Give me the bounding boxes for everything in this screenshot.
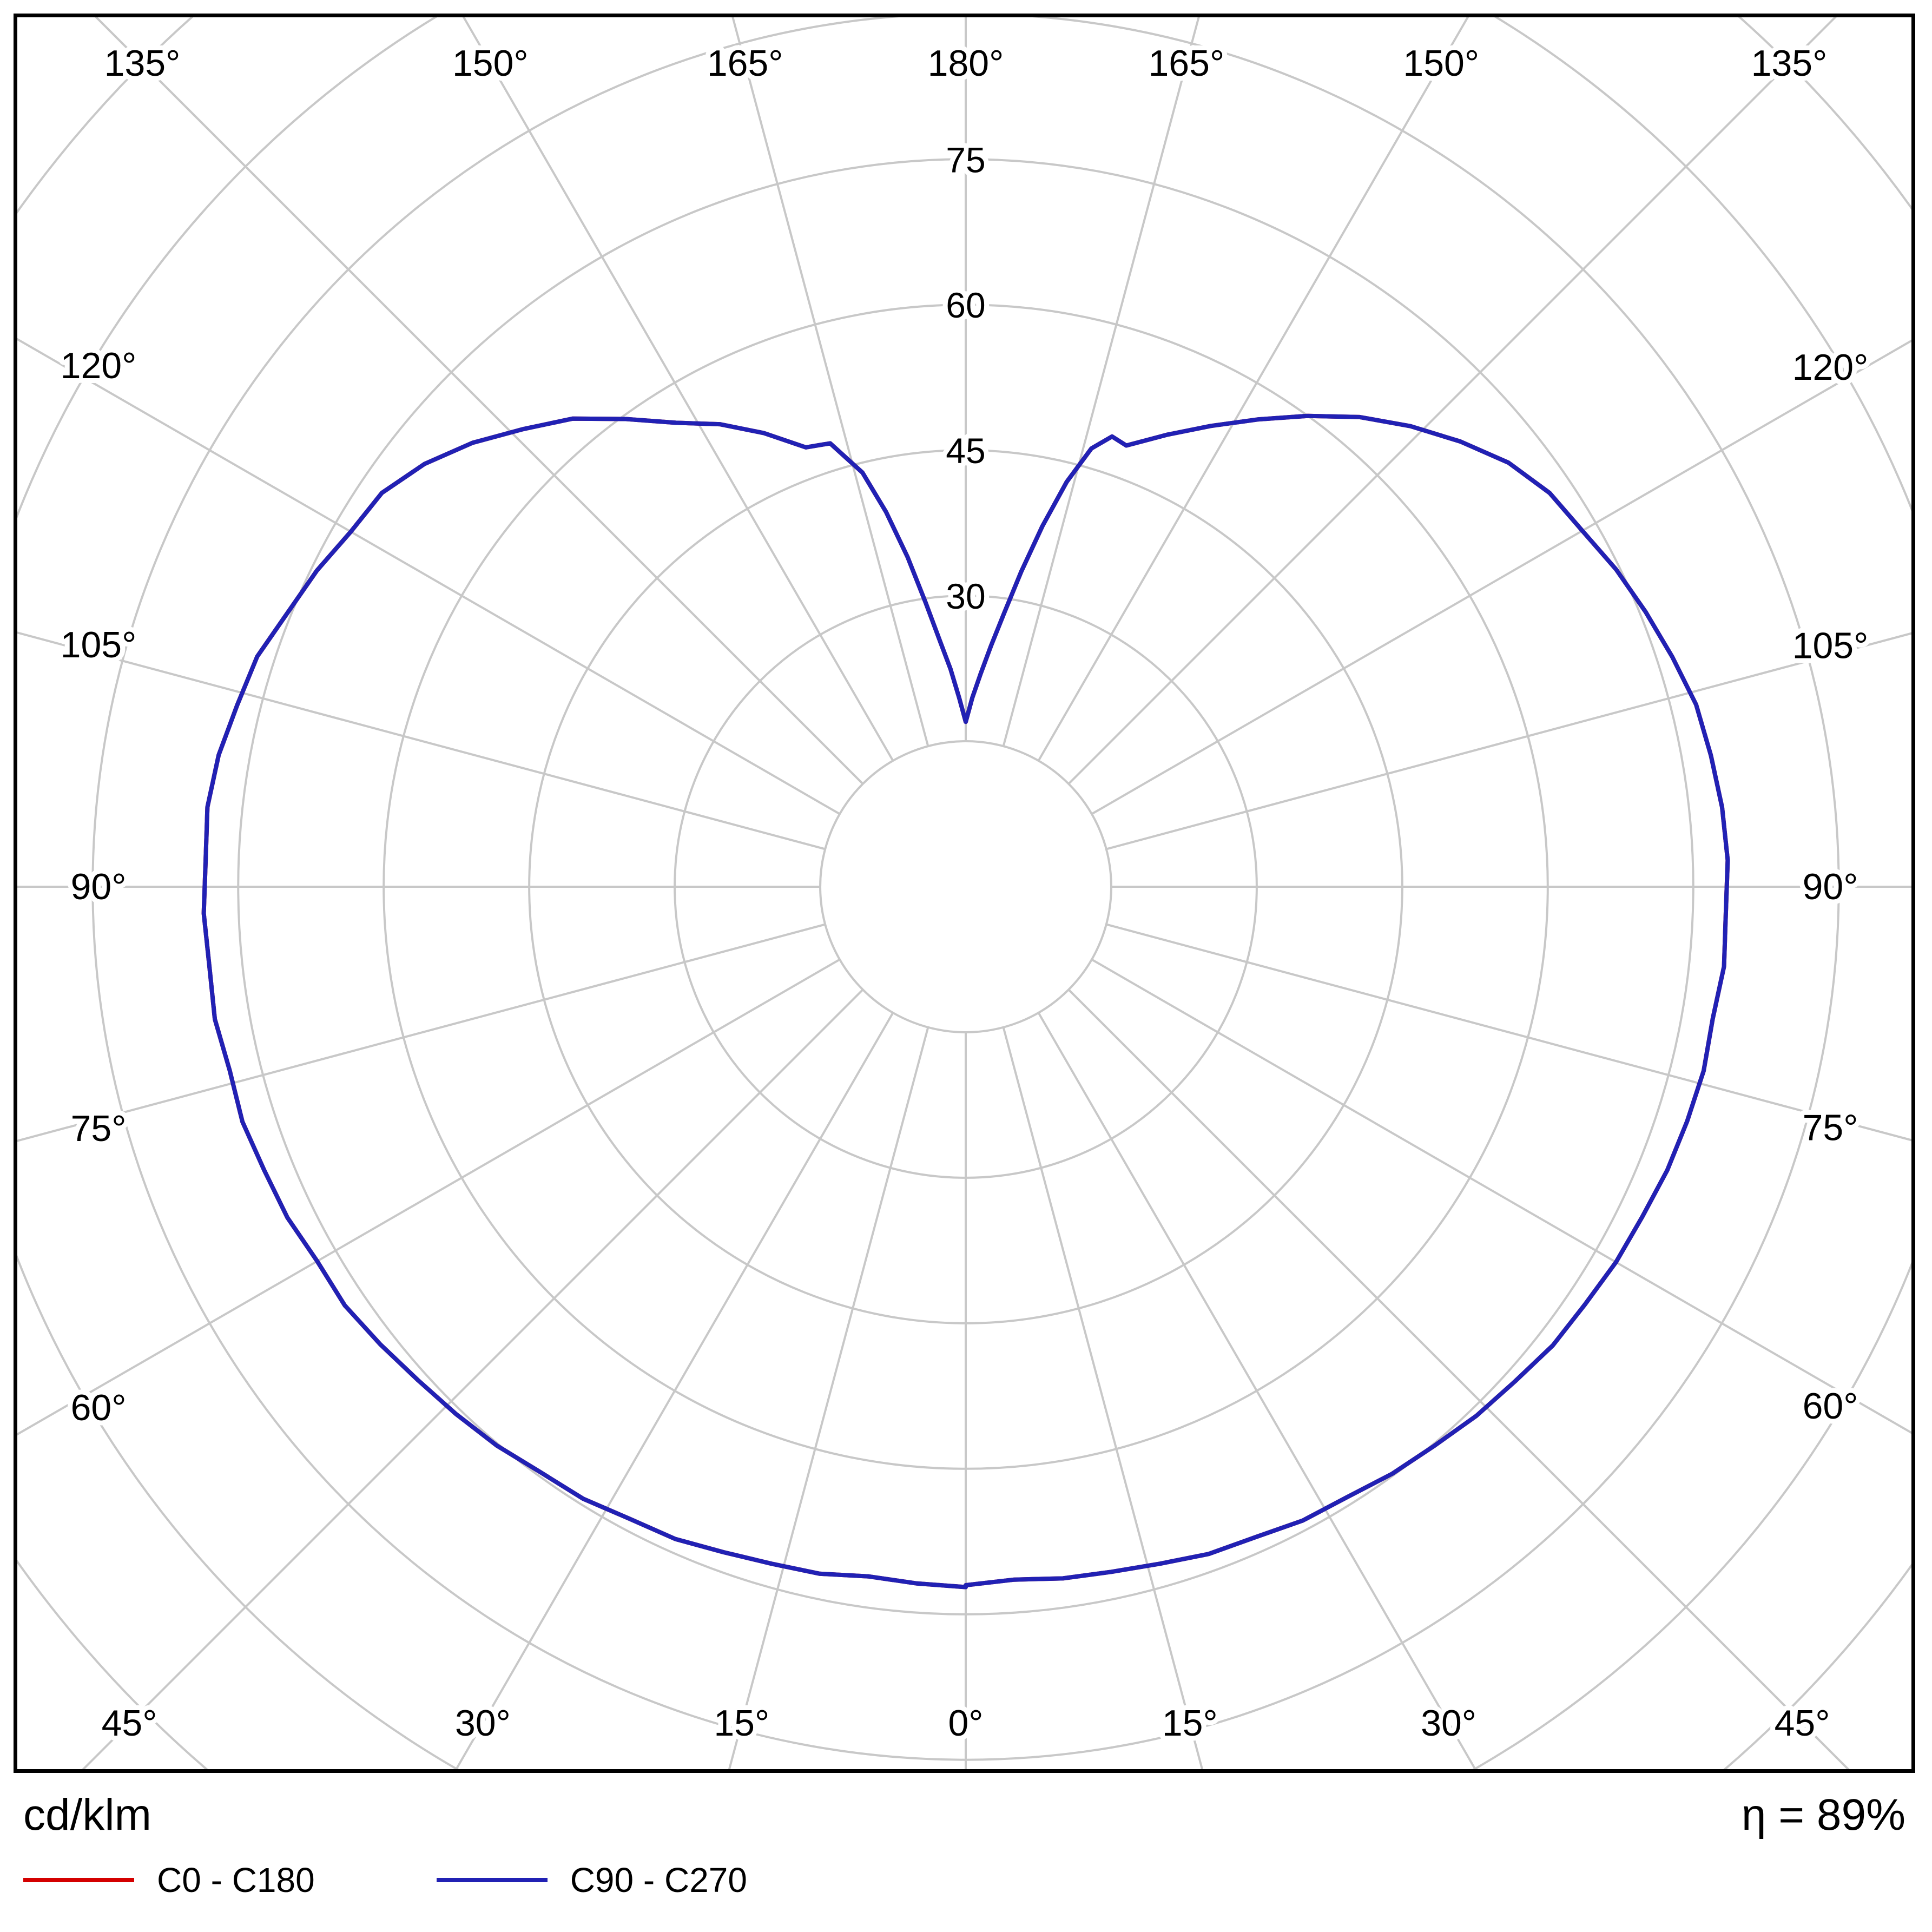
legend: C0 - C180 C90 - C270: [14, 1860, 1915, 1900]
units-label: cd/klm: [23, 1790, 151, 1839]
angle-label: 45°: [102, 1703, 157, 1744]
grid-spoke: [731, 17, 929, 747]
angle-label: 90°: [71, 866, 127, 907]
grid-spoke: [1091, 339, 1911, 815]
angle-label: 165°: [1148, 43, 1224, 84]
footer-top-row: cd/klm η = 89%: [14, 1780, 1915, 1841]
chart-footer: cd/klm η = 89% C0 - C180 C90 - C270: [14, 1780, 1915, 1926]
angle-label: 180°: [928, 43, 1004, 84]
grid-spoke: [1067, 988, 1850, 1769]
angle-label: 120°: [61, 345, 137, 386]
angle-label: 30°: [1421, 1703, 1476, 1744]
angle-label: 135°: [104, 43, 181, 84]
angle-label: 105°: [61, 624, 137, 665]
angle-label: 150°: [452, 43, 529, 84]
angle-label: 75°: [1803, 1107, 1858, 1149]
grid-spoke: [17, 958, 841, 1436]
angle-label: 135°: [1751, 43, 1828, 84]
grid-ring: [819, 740, 1112, 1033]
legend-item-c0-c180: C0 - C180: [23, 1860, 315, 1900]
angle-label: 0°: [948, 1703, 983, 1744]
grid-spoke: [1091, 958, 1911, 1434]
grid-spoke: [95, 17, 864, 785]
efficiency-label: η = 89%: [1741, 1790, 1905, 1839]
polar-grid: [17, 17, 1911, 1769]
curve-c90-c270: [201, 413, 1730, 1590]
radial-tick-label: 45: [946, 431, 985, 471]
grid-spoke: [462, 17, 894, 762]
grid-spoke: [1002, 1027, 1204, 1769]
grid-spoke: [17, 631, 826, 850]
grid-ring: [91, 17, 1840, 1761]
angle-label: 60°: [1803, 1386, 1858, 1427]
grid-spoke: [728, 1027, 929, 1769]
grid-ring: [237, 158, 1694, 1616]
grid-ring: [17, 17, 1911, 1769]
angle-label: 120°: [1792, 347, 1869, 388]
grid-ring: [17, 17, 1911, 1769]
grid-ring: [383, 304, 1549, 1470]
angle-label: 45°: [1775, 1703, 1830, 1744]
angle-label: 15°: [714, 1703, 769, 1744]
legend-swatch-c0-c180: [23, 1878, 134, 1882]
polar-chart-frame: 30 45 60 75 135° 150° 165° 180° 165° 150° 135° 120°…: [14, 14, 1915, 1773]
angle-label: 105°: [1792, 625, 1869, 666]
grid-spoke: [455, 1012, 894, 1769]
angle-label: 30°: [455, 1703, 511, 1744]
grid-spoke: [1037, 1012, 1476, 1769]
angle-label: 165°: [707, 43, 783, 84]
polar-chart: 30 45 60 75 135° 150° 165° 180° 165° 150° 135° 120°…: [17, 17, 1911, 1769]
grid-ring: [528, 449, 1403, 1324]
grid-spoke: [1002, 17, 1200, 747]
grid-spoke: [17, 923, 826, 1142]
radial-tick-label: 75: [946, 140, 985, 180]
angle-label: 150°: [1403, 43, 1479, 84]
legend-item-c90-c270: C90 - C270: [436, 1860, 747, 1900]
legend-swatch-c90-c270: [436, 1878, 548, 1882]
legend-label-c0-c180: C0 - C180: [157, 1861, 315, 1900]
grid-spoke: [17, 338, 841, 815]
angle-label: 15°: [1162, 1703, 1218, 1744]
grid-spoke: [82, 988, 864, 1769]
angle-label: 60°: [71, 1387, 127, 1428]
radial-tick-label: 30: [946, 576, 985, 616]
curves: [201, 413, 1730, 1590]
radial-tick-label: 60: [946, 285, 985, 325]
angle-label: 90°: [1803, 866, 1858, 907]
axis-labels: 30 45 60 75 135° 150° 165° 180° 165° 150° 135° 120°…: [56, 38, 1874, 1749]
grid-spoke: [1067, 17, 1837, 785]
legend-label-c90-c270: C90 - C270: [570, 1861, 747, 1900]
angle-label: 75°: [71, 1108, 127, 1149]
grid-spoke: [1037, 17, 1469, 762]
grid-ring: [674, 595, 1258, 1179]
grid-spoke: [1106, 923, 1911, 1142]
grid-spoke: [1106, 632, 1911, 850]
